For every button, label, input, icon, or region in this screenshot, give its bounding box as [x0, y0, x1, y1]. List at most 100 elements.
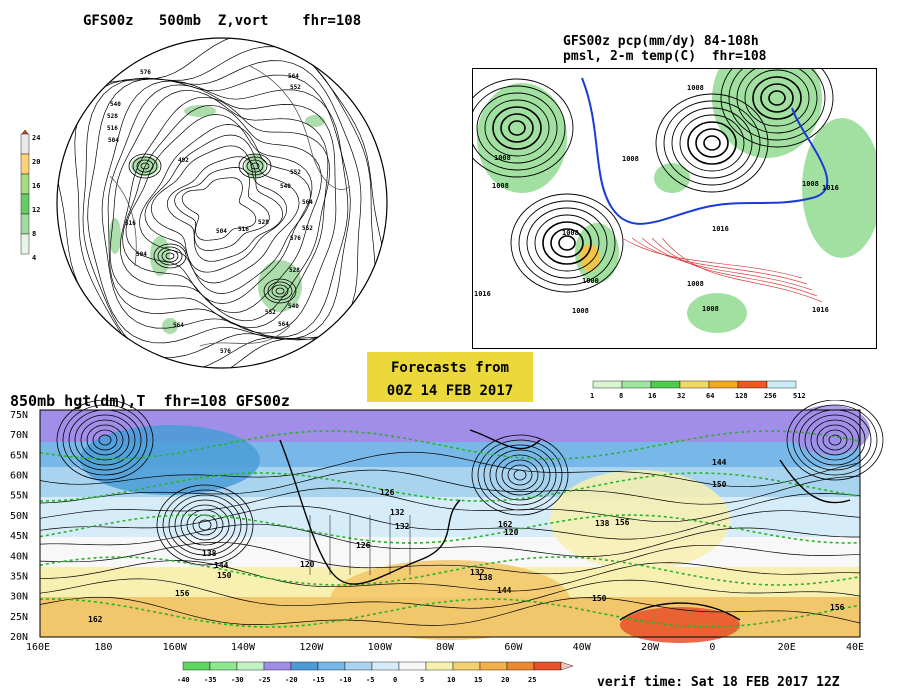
height-contour	[82, 60, 362, 358]
height-contour	[792, 404, 878, 476]
colorbar-swatch	[425, 661, 454, 671]
vorticity-area	[109, 218, 121, 254]
x-tick-label: 160W	[163, 642, 188, 653]
isobar-label: 1008	[622, 155, 639, 163]
isobar	[472, 85, 566, 171]
isobar	[663, 100, 761, 186]
height-contour	[101, 80, 349, 338]
x-tick-label: 120W	[299, 642, 324, 653]
isobar	[510, 193, 624, 293]
colorbar-swatch	[679, 380, 710, 389]
contour-label: 126	[380, 488, 395, 497]
isobar	[534, 214, 600, 272]
height-contour	[828, 434, 842, 446]
colorbar-tick-label: 128	[735, 392, 748, 400]
height-contour	[119, 96, 331, 322]
vorticity-area	[245, 154, 265, 178]
forecast-line1: Forecasts from	[390, 360, 509, 376]
height-contour	[74, 414, 136, 466]
y-tick-label: 75N	[10, 410, 28, 421]
temperature-patch	[80, 425, 260, 495]
contour-label: 540	[280, 183, 291, 190]
x-tick-label: 40E	[846, 642, 864, 653]
colorbar-swatch	[20, 153, 30, 175]
y-tick-label: 30N	[10, 592, 28, 603]
low-center-contour	[271, 284, 289, 298]
colorbar-tick-label: 12	[32, 206, 40, 214]
y-tick-label: 45N	[10, 531, 28, 542]
contour-label: 540	[288, 303, 299, 310]
low-center-contour	[128, 153, 162, 179]
map-frame	[39, 409, 861, 638]
height-contour	[74, 46, 376, 368]
isobar-label: 1016	[822, 184, 839, 192]
x-tick-label: 20W	[641, 642, 660, 653]
colorbar-swatch	[290, 661, 319, 671]
height-contour	[39, 541, 861, 575]
height-contour	[39, 523, 860, 557]
precip-colorbar: 1 8 16 32 64 128 256 512	[590, 380, 806, 400]
isobar	[558, 235, 576, 251]
contour-label: 138	[202, 549, 217, 558]
colorbar-tick-label: -35	[204, 676, 217, 684]
height-contour	[39, 505, 861, 540]
height-contour	[156, 484, 254, 566]
temperature-contour	[39, 598, 861, 628]
low-center-contour	[153, 243, 187, 269]
contour-label: 564	[278, 321, 289, 328]
height-contour	[39, 469, 861, 505]
colorbar-tick-label: 15	[474, 676, 482, 684]
height-contour	[150, 145, 288, 273]
colorbar-tick-label: -20	[285, 676, 298, 684]
contour-label: 504	[216, 228, 227, 235]
colorbar-arrow	[560, 661, 574, 671]
temperature-contour	[39, 430, 861, 460]
contour-label: 144	[712, 458, 727, 467]
temperature-colorbar: -40 -35 -30 -25 -20 -15 -10 -5 0 5 10 15 20 25	[177, 661, 574, 684]
colorbar-swatch	[621, 380, 652, 389]
height-contour	[786, 400, 884, 481]
forecast-line2: 00Z 14 FEB 2017	[386, 383, 514, 399]
colorbar-tick-label: 20	[32, 158, 40, 166]
x-tick-label: 60W	[504, 642, 523, 653]
isobar-label: 1008	[702, 305, 719, 313]
isobar-label: 1016	[712, 225, 729, 233]
temperature-contour	[621, 237, 803, 279]
contour-label: 156	[175, 589, 190, 598]
height-contour	[86, 424, 124, 456]
low-center-contour	[165, 252, 175, 260]
forecast-init-box: Forecasts from 00Z 14 FEB 2017	[367, 352, 533, 402]
y-tick-label: 35N	[10, 571, 28, 582]
contour-label: 540	[110, 101, 121, 108]
colorbar-tick-label: -30	[231, 676, 244, 684]
x-tick-label: 180	[94, 642, 112, 653]
contour-label: 156	[830, 603, 845, 612]
height-contour	[98, 434, 112, 446]
colorbar-tick-label: 0	[393, 676, 397, 684]
contour-label: 492	[178, 157, 189, 164]
isobar	[752, 76, 802, 120]
isobar-label: 1008	[687, 84, 704, 92]
low-center-contour	[140, 162, 150, 170]
colorbar-tick-label: 256	[764, 392, 777, 400]
isobar	[492, 106, 542, 150]
contour-label: 150	[712, 480, 727, 489]
contour-label: 576	[290, 235, 301, 242]
contour-label: 126	[356, 541, 371, 550]
x-tick-label: 80W	[436, 642, 455, 653]
contour-label: 144	[497, 586, 512, 595]
isobar	[728, 68, 826, 141]
temperature-contour	[631, 237, 808, 285]
colorbar-swatch	[506, 661, 535, 671]
contour-label: 138	[595, 519, 610, 528]
y-tick-label: 55N	[10, 491, 28, 502]
isobar-label: 1000	[582, 277, 599, 285]
vorticity-colorbar: 24 20 16 12 8 4	[20, 130, 40, 262]
height-contour	[87, 74, 351, 344]
x-tick-label: 0	[709, 642, 715, 653]
verif-time: verif time: Sat 18 FEB 2017 12Z	[597, 675, 840, 690]
low-center-contour	[132, 156, 158, 176]
vorticity-area	[184, 105, 216, 117]
height-contour	[125, 114, 313, 304]
